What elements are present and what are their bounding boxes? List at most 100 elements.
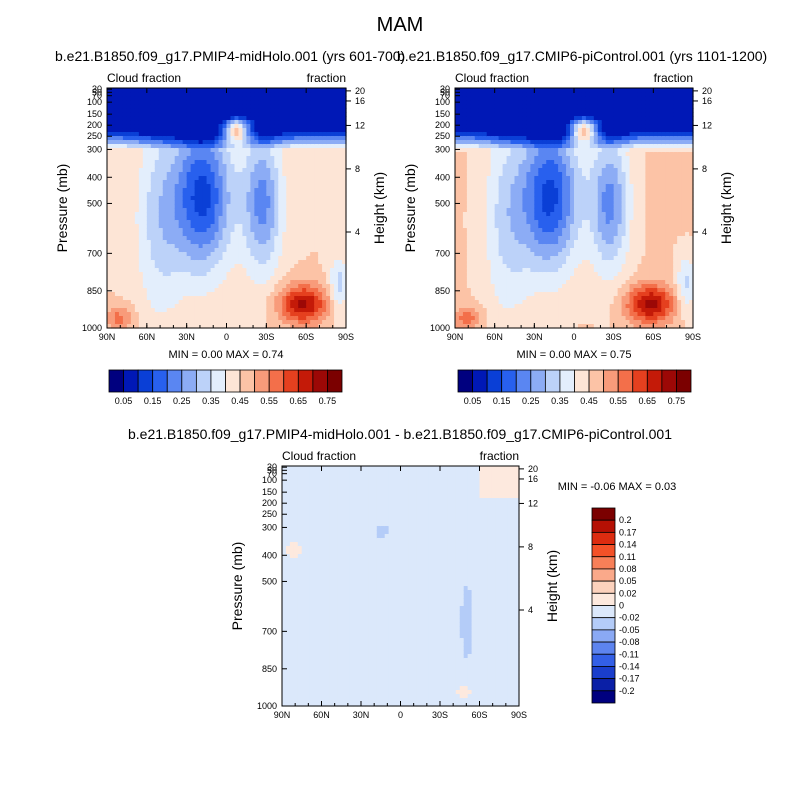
contour-cell (190, 144, 196, 149)
contour-cell (190, 212, 196, 217)
contour-cell (118, 284, 124, 289)
contour-cell (150, 248, 156, 253)
contour-cell (458, 308, 464, 313)
contour-cell (282, 288, 287, 293)
contour-cell (158, 120, 164, 125)
contour-cell (154, 192, 160, 197)
contour-cell (114, 152, 120, 157)
contour-cell (334, 272, 339, 277)
contour-cell (162, 232, 168, 237)
contour-cell (250, 216, 255, 221)
contour-cell (522, 256, 527, 261)
contour-cell (290, 296, 295, 301)
contour-cell (490, 132, 496, 137)
contour-cell (190, 308, 196, 313)
contour-cell (266, 112, 271, 117)
contour-cell (118, 272, 124, 277)
contour-cell (278, 112, 283, 117)
contour-cell (158, 292, 164, 297)
contour-cell (202, 292, 208, 297)
contour-cell (210, 104, 216, 109)
contour-cell (230, 224, 236, 229)
contour-cell (318, 184, 323, 189)
contour-cell (278, 136, 283, 141)
contour-cell (290, 156, 295, 161)
contour-cell (526, 236, 531, 241)
contour-cell (214, 320, 220, 325)
contour-cell (182, 132, 188, 137)
contour-cell (518, 144, 524, 149)
contour-cell (138, 152, 144, 157)
contour-cell (326, 268, 331, 273)
contour-cell (198, 120, 204, 125)
contour-cell (538, 104, 543, 109)
contour-cell (214, 108, 220, 113)
contour-cell (278, 116, 283, 121)
contour-cell (214, 284, 220, 289)
contour-cell (194, 96, 200, 101)
contour-cell (455, 260, 460, 265)
contour-cell (474, 200, 480, 205)
contour-cell (298, 204, 303, 209)
contour-cell (494, 164, 500, 169)
contour-cell (455, 188, 460, 193)
contour-cell (214, 96, 220, 101)
contour-cell (122, 248, 128, 253)
contour-cell (318, 280, 323, 285)
contour-cell (302, 96, 307, 101)
contour-cell (158, 212, 164, 217)
contour-cell (218, 284, 224, 289)
contour-cell (294, 120, 299, 125)
contour-cell (266, 252, 271, 257)
contour-cell (326, 292, 331, 297)
contour-cell (514, 124, 520, 129)
contour-cell (154, 300, 160, 305)
contour-cell (170, 128, 176, 133)
contour-cell (134, 232, 140, 237)
contour-cell (218, 312, 224, 317)
contour-cell (254, 276, 259, 281)
contour-cell (462, 276, 468, 281)
contour-cell (462, 304, 468, 309)
contour-cell (474, 256, 480, 261)
contour-cell (518, 96, 524, 101)
contour-cell (270, 100, 275, 105)
contour-cell (310, 180, 315, 185)
contour-cell (466, 268, 472, 273)
contour-cell (318, 316, 323, 321)
contour-cell (278, 268, 283, 273)
contour-cell (110, 100, 116, 105)
contour-cell (274, 116, 279, 121)
contour-cell (206, 136, 212, 141)
contour-cell (186, 264, 192, 269)
contour-cell (214, 264, 220, 269)
contour-cell (478, 288, 484, 293)
contour-cell (322, 228, 327, 233)
contour-cell (330, 244, 335, 249)
contour-cell (466, 204, 472, 209)
contour-cell (186, 104, 192, 109)
contour-cell (190, 284, 196, 289)
contour-cell (470, 320, 476, 325)
contour-cell (202, 288, 208, 293)
contour-cell (138, 256, 144, 261)
contour-cell (274, 160, 279, 165)
contour-cell (134, 120, 140, 125)
contour-cell (334, 136, 339, 141)
contour-cell (138, 108, 144, 113)
contour-cell (486, 152, 492, 157)
contour-cell (170, 256, 176, 261)
contour-cell (190, 204, 196, 209)
contour-cell (238, 136, 244, 141)
contour-cell (254, 240, 259, 245)
contour-cell (494, 252, 500, 257)
contour-cell (458, 140, 464, 145)
contour-cell (230, 296, 236, 301)
contour-cell (146, 224, 152, 229)
contour-cell (314, 248, 319, 253)
contour-cell (146, 100, 152, 105)
contour-cell (114, 280, 120, 285)
contour-cell (338, 152, 343, 157)
contour-cell (494, 288, 500, 293)
contour-cell (122, 128, 128, 133)
